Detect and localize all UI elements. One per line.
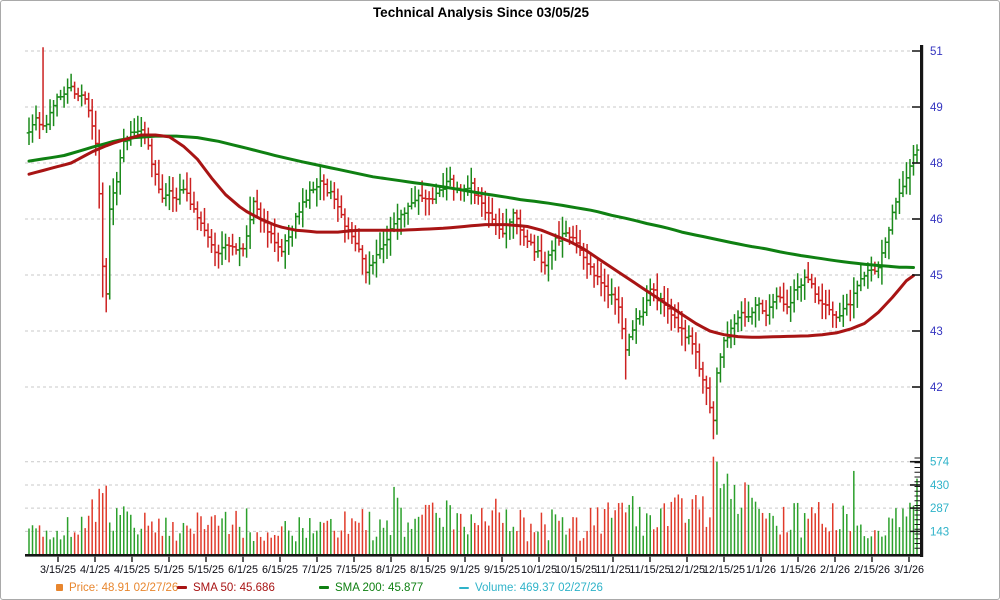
legend-sma50-text: SMA 50: 45.686 xyxy=(193,582,275,594)
volume-tick-label: 143 xyxy=(930,526,949,538)
date-tick-label: 12/1/25 xyxy=(669,564,705,576)
sma50-marker-icon xyxy=(177,586,187,590)
price-axis-labels: 51 49 48 46 45 43 42 xyxy=(930,46,943,394)
legend-item-volume: Volume: 469.37 02/27/26 xyxy=(459,582,603,594)
price-ohlc-bars xyxy=(26,47,920,440)
date-tick-label: 5/15/25 xyxy=(188,564,224,576)
date-tick-label: 6/15/25 xyxy=(262,564,298,576)
volume-tick-label: 430 xyxy=(930,480,949,492)
axis-lines-and-ticks xyxy=(25,45,924,562)
volume-tick-label: 287 xyxy=(930,503,949,515)
date-tick-label: 11/15/25 xyxy=(629,564,670,576)
price-tick-label: 51 xyxy=(930,46,943,58)
date-tick-label: 3/15/25 xyxy=(40,564,76,576)
date-tick-label: 2/15/26 xyxy=(854,564,890,576)
date-tick-label: 9/1/25 xyxy=(450,564,480,576)
date-tick-label: 10/1/25 xyxy=(521,564,557,576)
volume-axis-labels: 574 430 287 143 xyxy=(930,457,950,539)
date-tick-label: 8/1/25 xyxy=(376,564,406,576)
price-tick-label: 45 xyxy=(930,270,943,282)
legend-item-price: Price: 48.91 02/27/26 xyxy=(56,582,178,594)
volume-bars xyxy=(28,456,918,554)
sma200-line xyxy=(27,134,915,269)
price-tick-label: 46 xyxy=(930,214,943,226)
date-tick-label: 3/1/26 xyxy=(894,564,924,576)
price-tick-label: 48 xyxy=(930,158,943,170)
price-gridlines xyxy=(25,50,920,388)
date-tick-label: 6/1/25 xyxy=(228,564,258,576)
legend-price-text: Price: 48.91 02/27/26 xyxy=(69,582,179,594)
price-tick-label: 49 xyxy=(930,102,943,114)
date-tick-label: 2/1/26 xyxy=(820,564,850,576)
legend-item-sma200: SMA 200: 45.877 xyxy=(319,582,423,594)
date-tick-label: 10/15/25 xyxy=(555,564,597,576)
volume-gridlines xyxy=(25,461,920,532)
date-tick-label: 12/15/25 xyxy=(703,564,745,576)
sma200-marker-icon xyxy=(319,586,329,590)
date-tick-label: 7/15/25 xyxy=(336,564,372,576)
legend-sma200-text: SMA 200: 45.877 xyxy=(335,582,424,594)
chart-legend: Price: 48.91 02/27/26 SMA 50: 45.686 SMA… xyxy=(1,582,999,598)
price-marker-icon xyxy=(56,584,63,592)
price-tick-label: 42 xyxy=(930,382,943,394)
volume-marker-icon xyxy=(459,586,469,589)
sma50-line xyxy=(27,133,915,339)
date-tick-label: 4/15/25 xyxy=(114,564,150,576)
legend-volume-text: Volume: 469.37 02/27/26 xyxy=(475,582,603,594)
legend-item-sma50: SMA 50: 45.686 xyxy=(177,582,275,594)
date-tick-label: 4/1/25 xyxy=(80,564,110,576)
date-tick-label: 11/1/25 xyxy=(595,564,630,576)
date-tick-label: 7/1/25 xyxy=(302,564,332,576)
date-tick-label: 1/1/26 xyxy=(746,564,776,576)
date-tick-label: 8/15/25 xyxy=(410,564,446,576)
chart-title: Technical Analysis Since 03/05/25 xyxy=(372,5,590,20)
date-tick-label: 5/1/25 xyxy=(154,564,184,576)
volume-tick-label: 574 xyxy=(930,457,950,469)
date-tick-label: 9/15/25 xyxy=(484,564,520,576)
price-tick-label: 43 xyxy=(930,326,943,338)
date-tick-label: 1/15/26 xyxy=(780,564,816,576)
date-axis-labels: 3/15/25 4/1/25 4/15/25 5/1/25 5/15/25 6/1/25 6… xyxy=(40,564,924,576)
